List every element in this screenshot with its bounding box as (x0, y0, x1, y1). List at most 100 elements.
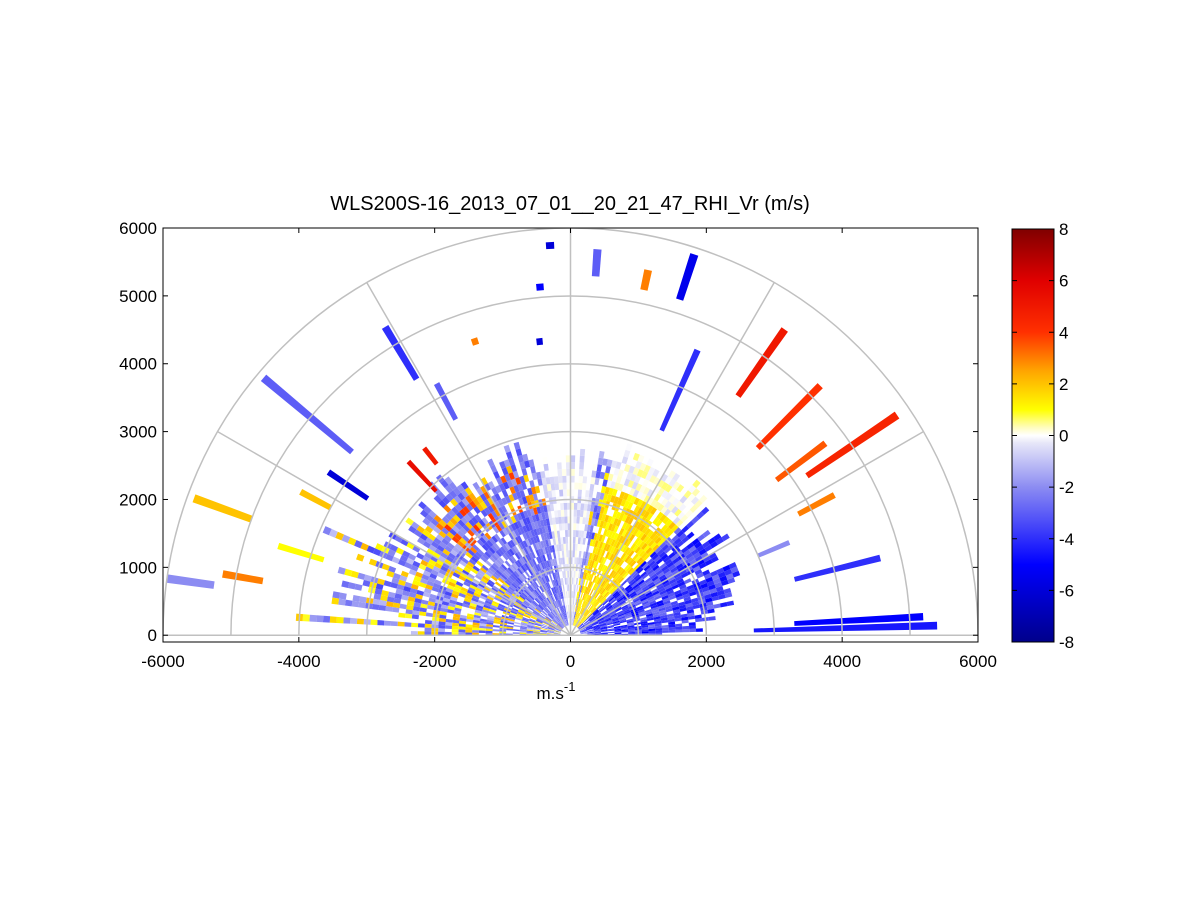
velocity-cell (529, 480, 535, 488)
velocity-cell (452, 590, 460, 596)
velocity-cell (611, 562, 617, 570)
velocity-cell (497, 506, 505, 515)
velocity-cell (371, 603, 380, 610)
velocity-cell (394, 593, 403, 600)
velocity-cell (483, 586, 492, 592)
velocity-cell (686, 584, 695, 591)
velocity-cell (618, 577, 625, 584)
velocity-cell (532, 493, 538, 501)
velocity-cell (535, 527, 541, 536)
velocity-cell (646, 497, 654, 506)
velocity-cell (445, 618, 453, 623)
velocity-cell (629, 526, 637, 534)
velocity-cell (647, 581, 655, 588)
velocity-cell (553, 609, 559, 616)
velocity-cell (648, 628, 656, 632)
velocity-cell (561, 612, 565, 620)
velocity-cell (553, 572, 558, 580)
velocity-cell (511, 538, 518, 546)
velocity-cell (406, 557, 415, 565)
velocity-cell (594, 612, 601, 618)
velocity-cell (563, 543, 567, 551)
velocity-cell (525, 539, 531, 547)
velocity-cell (633, 573, 641, 581)
velocity-cell (563, 509, 568, 517)
velocity-cell (506, 589, 513, 595)
velocity-cell (431, 586, 440, 593)
velocity-cell (606, 480, 612, 488)
velocity-cell (521, 496, 528, 505)
velocity-cell (621, 484, 628, 493)
velocity-cell (683, 578, 692, 585)
velocity-cell (599, 492, 605, 500)
velocity-cell (560, 620, 565, 627)
velocity-cell (513, 624, 521, 628)
velocity-cell (513, 529, 520, 537)
velocity-cell (552, 558, 556, 566)
velocity-cell (302, 614, 310, 622)
velocity-cell (494, 594, 502, 600)
x-tick-label: 2000 (687, 652, 725, 671)
velocity-cell (436, 544, 445, 553)
velocity-cell (567, 591, 569, 599)
velocity-cell (541, 512, 546, 520)
velocity-cell (653, 618, 662, 622)
velocity-cell (480, 577, 488, 584)
velocity-cell (533, 626, 541, 629)
velocity-cell (556, 600, 560, 607)
velocity-cell (570, 455, 576, 463)
velocity-cell (559, 622, 564, 628)
velocity-cell (703, 573, 712, 580)
velocity-cell (556, 624, 563, 630)
velocity-cell (559, 489, 564, 497)
velocity-cell (385, 606, 393, 612)
velocity-cell (597, 457, 604, 466)
velocity-cell (656, 602, 665, 607)
velocity-cell (612, 510, 618, 518)
velocity-cell (635, 483, 643, 492)
velocity-cell (581, 571, 584, 579)
velocity-cell (606, 585, 613, 592)
velocity-cell (510, 478, 518, 487)
velocity-cell (507, 541, 514, 549)
velocity-cell (648, 600, 657, 605)
velocity-cell (567, 502, 571, 510)
velocity-cell (533, 628, 541, 631)
velocity-cell (585, 623, 592, 628)
velocity-cell (487, 505, 495, 513)
velocity-cell (573, 619, 577, 626)
velocity-cell (543, 608, 549, 615)
velocity-cell (624, 612, 632, 616)
velocity-cell (600, 627, 608, 630)
velocity-cell (674, 560, 682, 567)
velocity-cell (473, 592, 481, 598)
velocity-cell (645, 472, 653, 482)
velocity-cell (492, 585, 500, 591)
velocity-cell (445, 625, 453, 629)
velocity-cell (645, 591, 653, 597)
velocity-cell (586, 612, 592, 618)
velocity-cell (575, 536, 579, 544)
velocity-cell (595, 533, 601, 541)
velocity-cell (603, 582, 609, 589)
velocity-cell (621, 570, 628, 578)
velocity-cell (623, 608, 631, 614)
velocity-cell (610, 614, 618, 619)
velocity-cell (494, 560, 501, 568)
velocity-cell (566, 598, 569, 605)
velocity-cell (570, 468, 575, 476)
velocity-cell (487, 579, 495, 586)
velocity-cell (609, 612, 617, 617)
velocity-cell (637, 454, 645, 463)
velocity-cell (642, 553, 650, 561)
velocity-cell (501, 467, 509, 476)
velocity-cell (605, 529, 611, 538)
velocity-cell (646, 558, 654, 565)
velocity-cell (616, 595, 623, 602)
velocity-cell (650, 499, 658, 508)
velocity-cell (438, 624, 446, 629)
velocity-cell (676, 578, 684, 585)
velocity-cell (438, 631, 445, 636)
velocity-cell (581, 616, 586, 623)
velocity-cell (539, 519, 545, 528)
